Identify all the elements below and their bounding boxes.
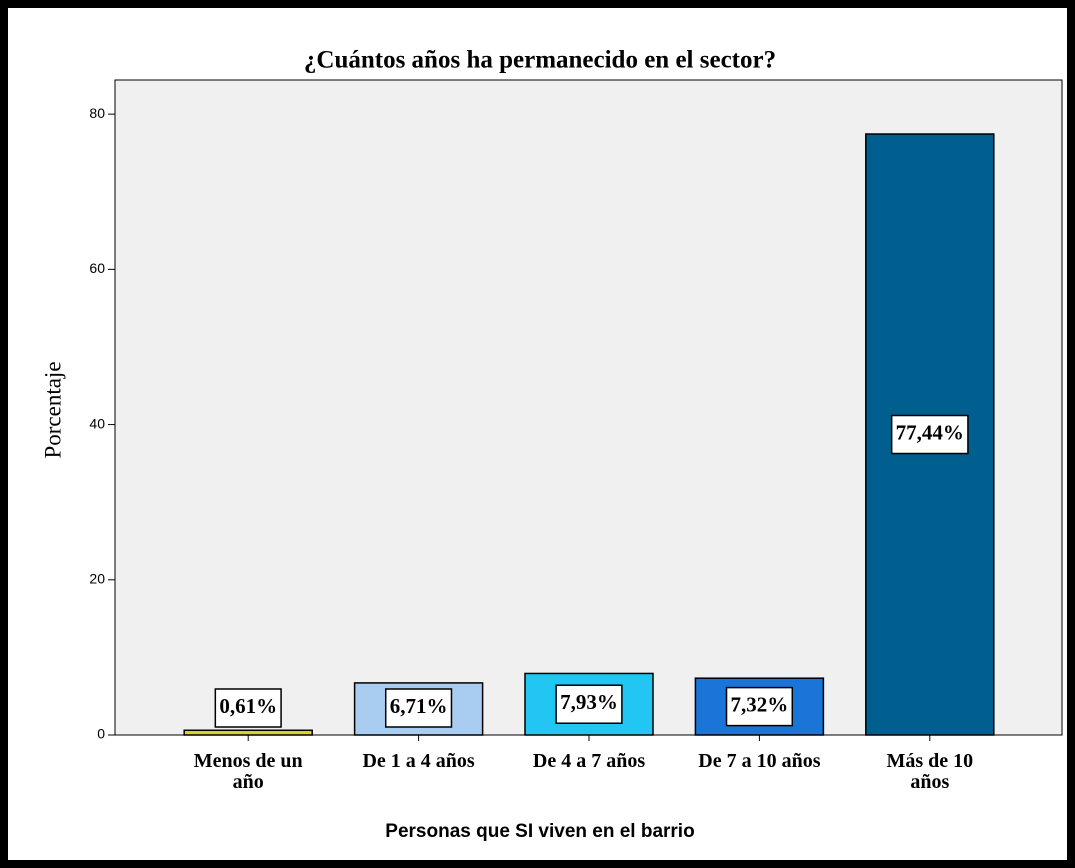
x-tick-label: De 4 a 7 años <box>532 750 646 772</box>
x-tick-label: De 7 a 10 años <box>698 750 821 772</box>
value-label: 7,32% <box>731 692 789 716</box>
value-label: 77,44% <box>896 420 964 444</box>
value-label-box <box>555 684 623 724</box>
y-tick-label: 0 <box>97 726 105 742</box>
x-tick-label: Menos de un año <box>193 750 303 793</box>
value-label: 6,71% <box>390 694 448 718</box>
y-tick-label: 40 <box>89 415 105 431</box>
value-label: 7,93% <box>560 690 618 714</box>
y-tick-label: 60 <box>89 260 105 276</box>
value-label-box <box>890 414 969 455</box>
x-tick-label: De 1 a 4 años <box>362 750 475 772</box>
chart-title: ¿Cuántos años ha permanecido en el secto… <box>304 47 776 74</box>
y-axis-title: Porcentaje <box>40 361 65 458</box>
x-axis-title: Personas que SI viven en el barrio <box>385 821 694 842</box>
value-label: 0,61% <box>219 694 277 718</box>
y-tick-label: 80 <box>89 105 105 121</box>
y-tick-label: 20 <box>89 570 105 586</box>
value-label-box <box>384 688 453 728</box>
value-label-box <box>725 686 794 727</box>
bar <box>183 729 313 736</box>
x-tick-label: Más de 10 años <box>886 750 974 793</box>
value-label-box <box>214 688 282 728</box>
